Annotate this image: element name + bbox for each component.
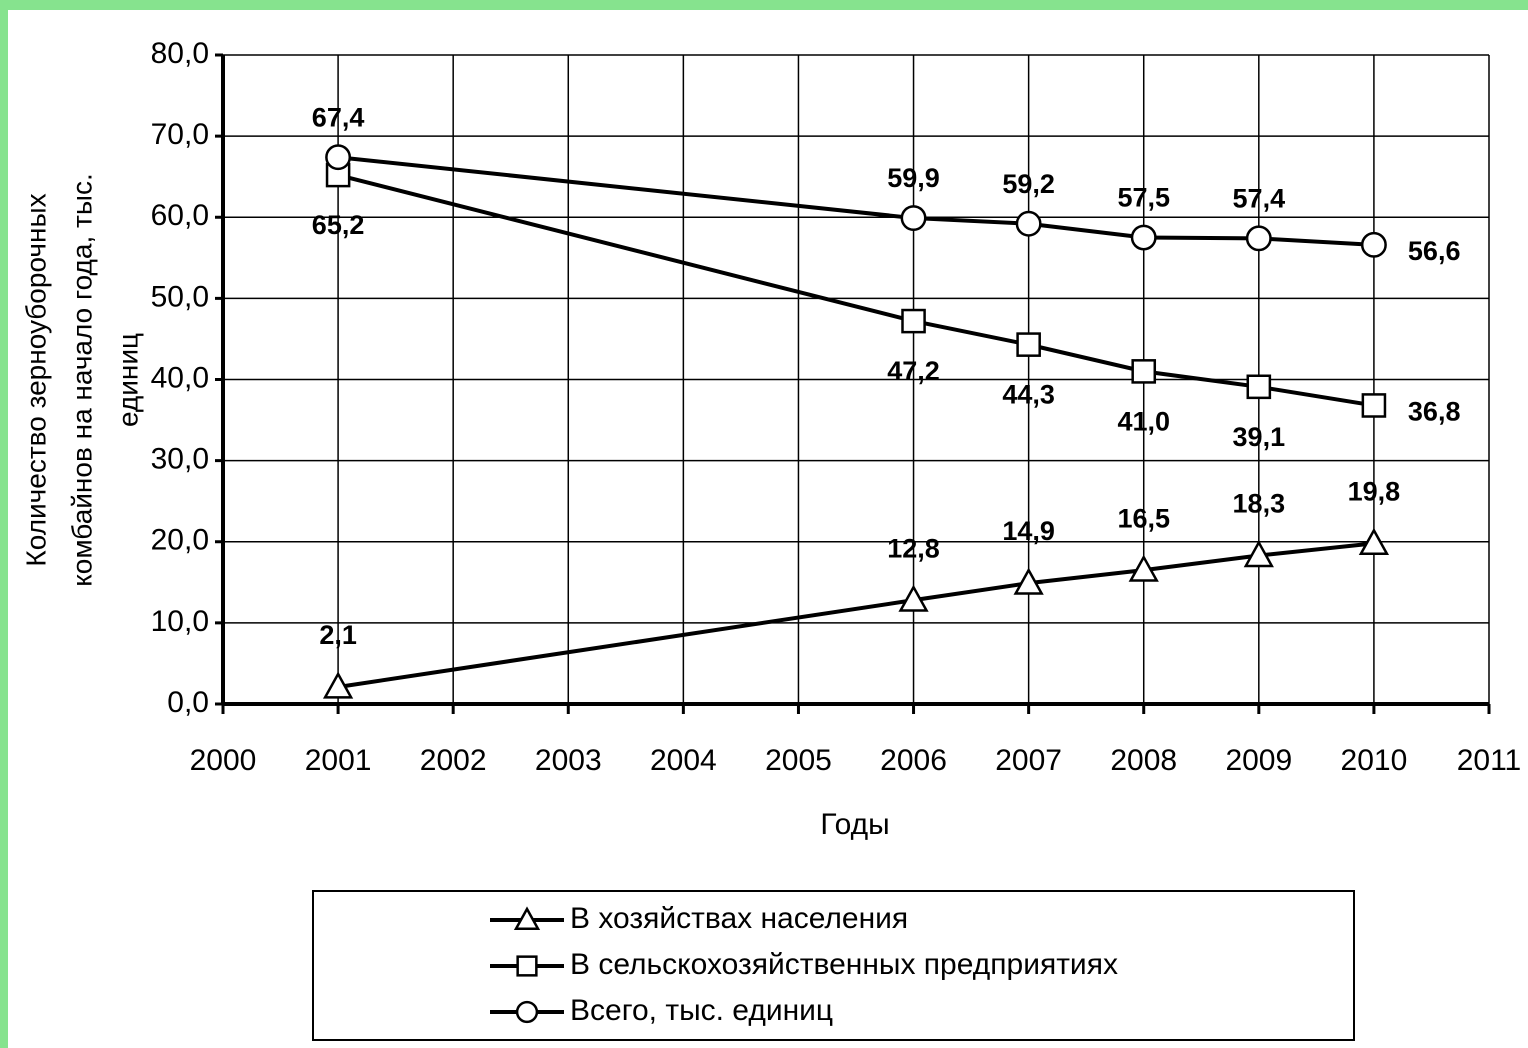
y-tick-label: 30,0 bbox=[151, 443, 209, 476]
data-label: 39,1 bbox=[1233, 422, 1286, 452]
data-label: 47,2 bbox=[887, 356, 940, 386]
x-tick-label: 2003 bbox=[535, 744, 602, 777]
legend-label: В хозяйствах населения bbox=[570, 902, 908, 935]
data-label: 2,1 bbox=[319, 620, 357, 650]
marker bbox=[1243, 539, 1274, 568]
x-tick-label: 2004 bbox=[650, 744, 717, 777]
data-label: 67,4 bbox=[312, 102, 365, 132]
line bbox=[337, 155, 1375, 247]
data-label: 65,2 bbox=[312, 210, 365, 240]
y-tick-label: 0,0 bbox=[167, 686, 209, 719]
x-tick-label: 2008 bbox=[1110, 744, 1177, 777]
x-tick-label: 2000 bbox=[190, 744, 257, 777]
marker bbox=[1013, 567, 1044, 595]
y-tick-label: 70,0 bbox=[151, 118, 209, 151]
marker bbox=[1245, 225, 1272, 252]
data-label: 14,9 bbox=[1002, 516, 1055, 546]
marker bbox=[325, 144, 352, 171]
y-tick-label: 40,0 bbox=[151, 361, 209, 394]
x-tick-label: 2009 bbox=[1225, 744, 1292, 777]
line bbox=[337, 541, 1375, 689]
marker bbox=[1015, 210, 1042, 237]
y-tick-label: 50,0 bbox=[151, 280, 209, 313]
legend-marker bbox=[515, 1000, 539, 1024]
marker bbox=[898, 584, 929, 612]
legend-marker bbox=[513, 906, 541, 931]
data-label: 59,2 bbox=[1002, 169, 1055, 199]
data-label: 59,9 bbox=[887, 163, 940, 193]
data-label: 56,6 bbox=[1408, 236, 1461, 266]
data-label: 19,8 bbox=[1348, 476, 1401, 506]
x-axis-label: Годы bbox=[820, 808, 889, 841]
x-tick-label: 2001 bbox=[305, 744, 372, 777]
data-label: 36,8 bbox=[1408, 397, 1461, 427]
data-label: 57,4 bbox=[1233, 183, 1286, 213]
frame-left bbox=[0, 0, 8, 1048]
marker bbox=[1130, 224, 1157, 251]
legend-label: В сельскохозяйственных предприятиях bbox=[570, 948, 1118, 981]
data-label: 16,5 bbox=[1117, 503, 1170, 533]
marker bbox=[1361, 393, 1387, 418]
y-tick-label: 20,0 bbox=[151, 524, 209, 557]
marker bbox=[1016, 332, 1041, 357]
marker bbox=[901, 308, 926, 334]
x-tick-label: 2010 bbox=[1341, 744, 1408, 777]
marker bbox=[1360, 231, 1387, 258]
x-tick-label: 2007 bbox=[995, 744, 1062, 777]
x-tick-label: 2002 bbox=[420, 744, 487, 777]
line bbox=[337, 173, 1375, 408]
data-label: 44,3 bbox=[1002, 380, 1055, 410]
x-tick-label: 2005 bbox=[765, 744, 832, 777]
data-label: 12,8 bbox=[887, 533, 940, 563]
marker bbox=[1131, 359, 1157, 384]
x-tick-label: 2011 bbox=[1457, 744, 1522, 777]
y-tick-label: 80,0 bbox=[151, 37, 209, 70]
marker bbox=[1358, 527, 1390, 556]
y-axis-label: комбайнов на начало года, тыс. bbox=[66, 173, 97, 587]
legend-box bbox=[312, 890, 1355, 1041]
legend-marker bbox=[516, 955, 538, 977]
marker bbox=[900, 205, 927, 232]
legend-label: Всего, тыс. единиц bbox=[570, 994, 833, 1027]
data-label: 18,3 bbox=[1233, 489, 1286, 519]
marker bbox=[322, 671, 354, 699]
data-label: 41,0 bbox=[1117, 407, 1170, 437]
y-tick-label: 10,0 bbox=[151, 605, 209, 638]
x-tick-label: 2006 bbox=[880, 744, 947, 777]
y-axis-label: единиц bbox=[112, 333, 143, 427]
y-tick-label: 60,0 bbox=[151, 199, 209, 232]
marker bbox=[1246, 374, 1272, 400]
marker bbox=[1128, 554, 1159, 582]
data-label: 57,5 bbox=[1117, 183, 1170, 213]
y-axis-label: Количество зерноуборочных bbox=[20, 193, 51, 566]
frame-top bbox=[0, 0, 1528, 10]
